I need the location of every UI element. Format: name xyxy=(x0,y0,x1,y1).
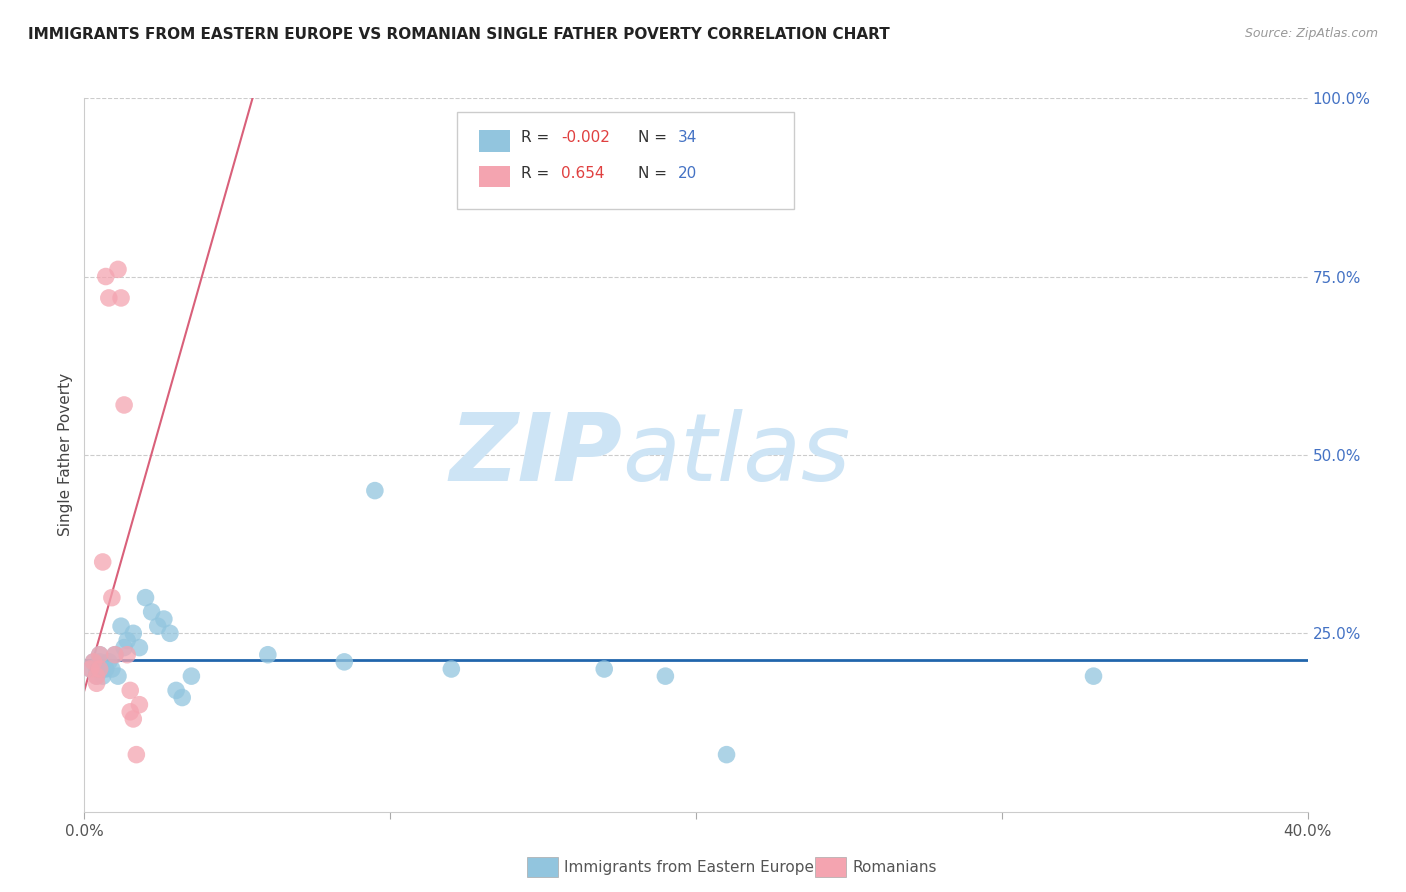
Point xyxy=(165,683,187,698)
Text: Romanians: Romanians xyxy=(852,860,936,874)
Point xyxy=(89,648,111,662)
Point xyxy=(180,669,202,683)
Point xyxy=(333,655,356,669)
Point xyxy=(1083,669,1105,683)
Text: N =: N = xyxy=(638,130,672,145)
Point xyxy=(440,662,463,676)
Point xyxy=(115,648,138,662)
Point xyxy=(125,747,148,762)
Point xyxy=(172,690,194,705)
Point xyxy=(83,655,105,669)
Text: IMMIGRANTS FROM EASTERN EUROPE VS ROMANIAN SINGLE FATHER POVERTY CORRELATION CHA: IMMIGRANTS FROM EASTERN EUROPE VS ROMANI… xyxy=(28,27,890,42)
Text: atlas: atlas xyxy=(623,409,851,500)
Point xyxy=(654,669,676,683)
Point xyxy=(364,483,387,498)
Point xyxy=(107,669,129,683)
Text: N =: N = xyxy=(638,166,672,180)
Text: Source: ZipAtlas.com: Source: ZipAtlas.com xyxy=(1244,27,1378,40)
Point xyxy=(146,619,169,633)
Point xyxy=(97,655,120,669)
Text: R =: R = xyxy=(522,130,554,145)
Point xyxy=(101,591,124,605)
Point xyxy=(86,676,108,690)
Point xyxy=(122,712,145,726)
Text: 0.654: 0.654 xyxy=(561,166,605,180)
Point xyxy=(91,669,114,683)
Point xyxy=(112,640,135,655)
Point xyxy=(79,662,101,676)
FancyBboxPatch shape xyxy=(479,130,510,152)
Point xyxy=(128,640,150,655)
Point xyxy=(257,648,280,662)
Y-axis label: Single Father Poverty: Single Father Poverty xyxy=(58,374,73,536)
Point xyxy=(101,662,124,676)
Point xyxy=(128,698,150,712)
Point xyxy=(153,612,176,626)
Text: 20: 20 xyxy=(678,166,697,180)
Point xyxy=(97,291,120,305)
Point xyxy=(83,655,105,669)
Point xyxy=(110,619,132,633)
Point xyxy=(135,591,157,605)
Point xyxy=(86,669,108,683)
Point xyxy=(120,705,142,719)
Point xyxy=(141,605,163,619)
Point xyxy=(86,669,108,683)
Point xyxy=(122,626,145,640)
Point xyxy=(159,626,181,640)
Text: R =: R = xyxy=(522,166,554,180)
Point xyxy=(115,633,138,648)
Point xyxy=(112,398,135,412)
FancyBboxPatch shape xyxy=(479,166,510,187)
Point xyxy=(593,662,616,676)
Point xyxy=(86,662,108,676)
Point xyxy=(89,662,111,676)
FancyBboxPatch shape xyxy=(457,112,794,209)
Text: Immigrants from Eastern Europe: Immigrants from Eastern Europe xyxy=(564,860,814,874)
Point xyxy=(89,655,111,669)
Point xyxy=(107,262,129,277)
Point xyxy=(104,648,127,662)
Text: ZIP: ZIP xyxy=(450,409,623,501)
Text: 34: 34 xyxy=(678,130,697,145)
Point xyxy=(94,662,117,676)
Point xyxy=(716,747,738,762)
Point xyxy=(120,683,142,698)
Point xyxy=(89,648,111,662)
Point xyxy=(79,662,101,676)
Point xyxy=(110,291,132,305)
Point xyxy=(104,648,127,662)
Point xyxy=(91,662,114,676)
Point xyxy=(94,269,117,284)
Text: -0.002: -0.002 xyxy=(561,130,610,145)
Point xyxy=(91,555,114,569)
